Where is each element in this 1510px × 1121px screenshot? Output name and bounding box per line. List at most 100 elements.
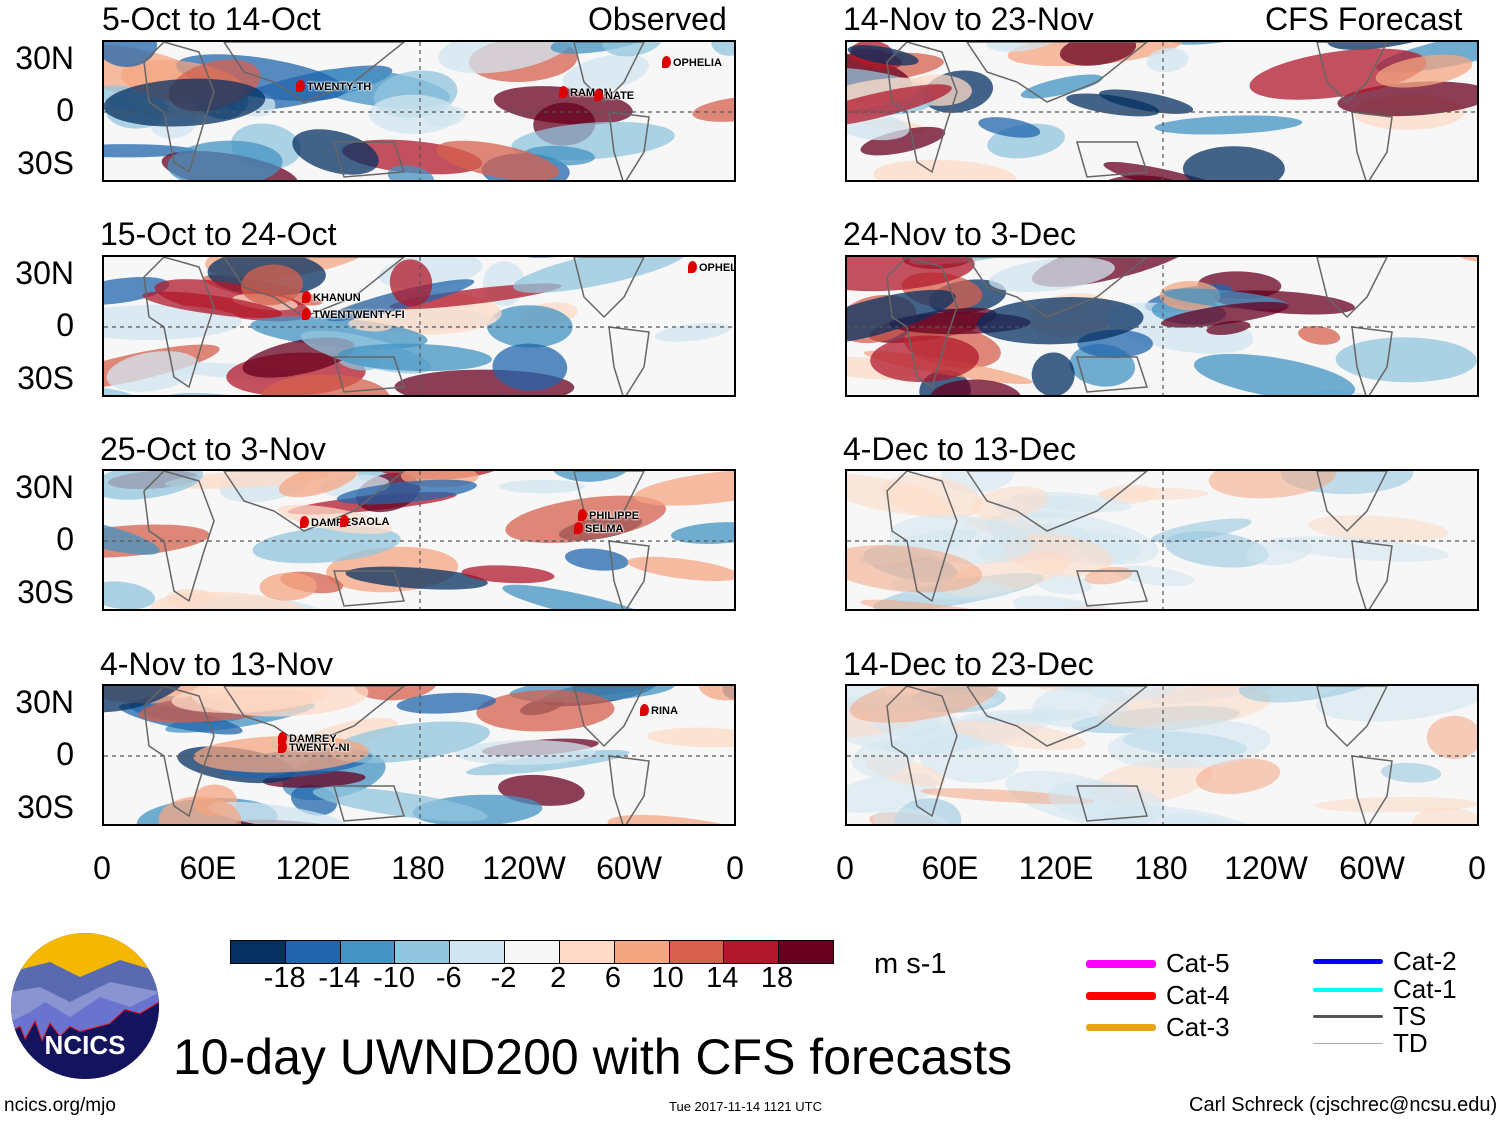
lon-label: 60W [596, 850, 662, 886]
coastline [1351, 326, 1393, 395]
colorbar-swatch [395, 941, 451, 963]
coastline [1351, 540, 1393, 609]
legend-item: Cat-5 [1086, 948, 1230, 979]
lon-label: 120E [1018, 850, 1094, 886]
map-panel-2: KHANUN TWENTWENTY-FI OPHELIA [102, 255, 736, 397]
coastline [1316, 471, 1388, 533]
wind-field [847, 686, 1477, 824]
storm-label: TWENTWENTY-FI [302, 308, 405, 321]
lat-label: 0 [56, 307, 74, 343]
map-panel-7 [845, 469, 1479, 611]
lat-label: 0 [56, 92, 74, 128]
lon-label: 60E [921, 850, 979, 886]
colorbar-tick: 18 [760, 962, 794, 994]
coastline [886, 42, 958, 174]
legend-label: Cat-1 [1393, 974, 1457, 1004]
coastline [886, 257, 958, 389]
legend-item: Cat-2 [1313, 946, 1457, 977]
colorbar-swatch [450, 941, 506, 963]
storm-label: SAOLA [340, 515, 390, 528]
lon-label: 0 [726, 850, 744, 886]
legend-label: Cat-2 [1393, 946, 1457, 976]
colorbar-swatch [669, 941, 725, 963]
legend-item: TD [1313, 1028, 1428, 1059]
forecast-label: CFS Forecast [1265, 1, 1463, 37]
colorbar-swatch [231, 941, 286, 963]
colorbar-tick: -14 [318, 962, 361, 994]
legend-label: Cat-3 [1166, 1012, 1230, 1042]
coastline [886, 471, 958, 603]
lat-label: 30S [17, 145, 74, 181]
panel-title: 14-Dec to 23-Dec [843, 646, 1094, 682]
figure-title: 10-day UWND200 with CFS forecasts [173, 1029, 1013, 1085]
legend-line-icon [1313, 1043, 1383, 1044]
legend-item: Cat-3 [1086, 1012, 1230, 1043]
coastline [573, 686, 645, 748]
legend-label: Cat-5 [1166, 948, 1230, 978]
colorbar-swatch [340, 941, 396, 963]
lat-label: 30N [15, 469, 74, 505]
storm-label: TWENTY-NI [278, 741, 350, 754]
colorbar-tick: -6 [435, 962, 462, 994]
coastline [333, 356, 406, 393]
lat-label: 0 [56, 736, 74, 772]
coastline [333, 570, 406, 607]
lon-label: 60W [1339, 850, 1405, 886]
storm-label: OPHELIA [662, 56, 722, 69]
footer-timestamp: Tue 2017-11-14 1121 UTC [669, 1099, 822, 1114]
colorbar-tick: -10 [373, 962, 416, 994]
map-panel-3: DAMREY SAOLA PHILIPPE SELMA [102, 469, 736, 611]
storm-label: RINA [640, 704, 678, 717]
coastline [223, 42, 406, 103]
colorbar-tick: 2 [550, 962, 567, 994]
coastline [966, 257, 1149, 318]
lon-label: 0 [836, 850, 854, 886]
colorbar-swatch [779, 941, 833, 963]
colorbar-tick: -18 [263, 962, 306, 994]
map-panel-4: DAMREY TWENTY-NI RINA [102, 684, 736, 826]
coastline [1076, 141, 1149, 178]
coastline [1076, 570, 1149, 607]
coastline [608, 326, 650, 395]
wind-field [847, 471, 1477, 609]
wind-field [104, 686, 734, 824]
coastline [143, 257, 215, 389]
colorbar-tick: 10 [651, 962, 684, 994]
coastline [608, 755, 650, 824]
wind-field [104, 257, 734, 395]
storm-label: OPHELIA [688, 261, 734, 274]
footer-author: Carl Schreck (cjschrec@ncsu.edu) [1189, 1094, 1498, 1116]
lon-label: 180 [1134, 850, 1188, 886]
panel-title: 15-Oct to 24-Oct [100, 216, 337, 252]
colorbar-tick: 6 [604, 962, 621, 994]
legend-label: TD [1393, 1028, 1428, 1058]
storm-label: TWENTY-TH [296, 80, 371, 93]
coastline [223, 471, 406, 532]
panel-title: 25-Oct to 3-Nov [100, 431, 326, 467]
legend-label: TS [1393, 1001, 1427, 1031]
observed-label: Observed [588, 1, 727, 37]
lon-label: 0 [1468, 850, 1486, 886]
coastline [573, 257, 645, 319]
coastline [886, 686, 958, 818]
colorbar-swatch [559, 941, 615, 963]
coastline [1076, 356, 1149, 393]
wind-field [104, 471, 734, 609]
lat-label: 30N [15, 684, 74, 720]
legend-line-icon [1313, 987, 1383, 992]
panel-title: 4-Dec to 13-Dec [843, 431, 1076, 467]
legend-line-icon [1313, 1015, 1383, 1018]
storm-label: SELMA [574, 522, 624, 535]
coastline [1316, 257, 1388, 319]
coastline [966, 471, 1149, 532]
colorbar-swatch [724, 941, 780, 963]
coastline [143, 471, 215, 603]
coastline [333, 785, 406, 822]
lat-label: 30N [15, 255, 74, 291]
footer-link[interactable]: ncics.org/mjo [4, 1095, 116, 1116]
storm-label: KHANUN [302, 291, 361, 304]
colorbar-swatch [614, 941, 670, 963]
wind-field [847, 257, 1477, 395]
lon-label: 120E [275, 850, 351, 886]
coastline [608, 540, 650, 609]
